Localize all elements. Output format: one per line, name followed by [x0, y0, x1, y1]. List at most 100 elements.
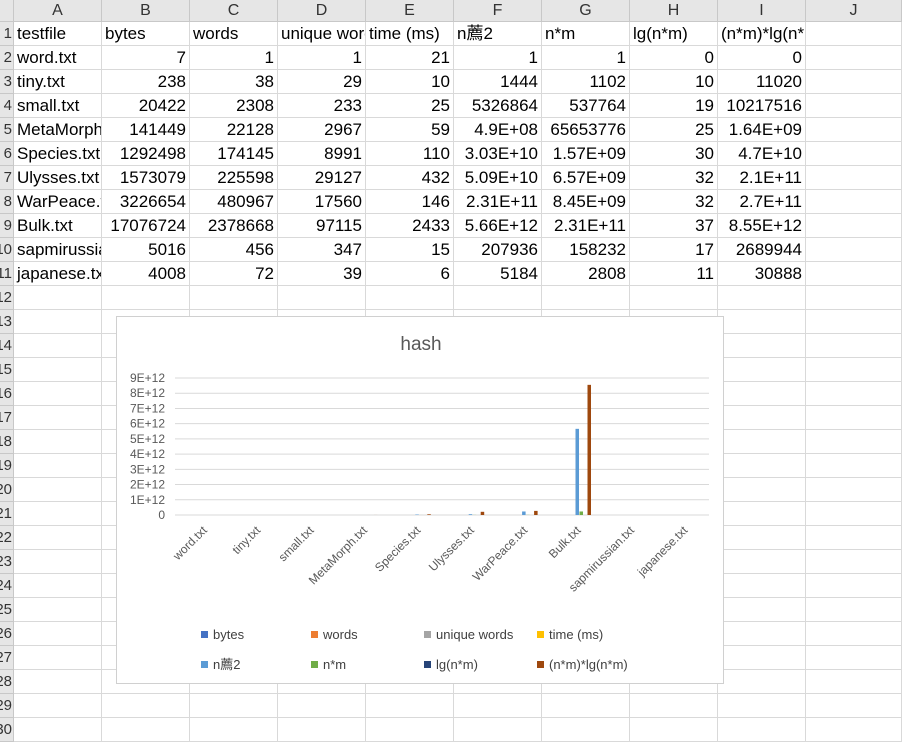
- row-header[interactable]: 25: [0, 598, 14, 622]
- cell[interactable]: [102, 694, 190, 718]
- cell[interactable]: [102, 286, 190, 310]
- row-header[interactable]: 30: [0, 718, 14, 742]
- cell[interactable]: 5184: [454, 262, 542, 286]
- cell[interactable]: 6: [366, 262, 454, 286]
- cell[interactable]: japanese.txt: [14, 262, 102, 286]
- cell[interactable]: 8.45E+09: [542, 190, 630, 214]
- cell[interactable]: [14, 286, 102, 310]
- cell[interactable]: [718, 622, 806, 646]
- cell[interactable]: [14, 574, 102, 598]
- cell[interactable]: 2967: [278, 118, 366, 142]
- cell[interactable]: [806, 622, 902, 646]
- cell[interactable]: 0: [718, 46, 806, 70]
- cell[interactable]: [14, 478, 102, 502]
- column-header-h[interactable]: H: [630, 0, 718, 22]
- column-header-j[interactable]: J: [806, 0, 902, 22]
- column-header-b[interactable]: B: [102, 0, 190, 22]
- cell[interactable]: 141449: [102, 118, 190, 142]
- cell[interactable]: 5.09E+10: [454, 166, 542, 190]
- cell[interactable]: [14, 598, 102, 622]
- cell[interactable]: 29: [278, 70, 366, 94]
- cell[interactable]: 65653776: [542, 118, 630, 142]
- cell[interactable]: testfile: [14, 22, 102, 46]
- cell[interactable]: [806, 238, 902, 262]
- cell[interactable]: 2433: [366, 214, 454, 238]
- cell[interactable]: [806, 142, 902, 166]
- cell[interactable]: [718, 526, 806, 550]
- cell[interactable]: 537764: [542, 94, 630, 118]
- row-header[interactable]: 19: [0, 454, 14, 478]
- cell[interactable]: [630, 286, 718, 310]
- cell[interactable]: [806, 190, 902, 214]
- cell[interactable]: [14, 310, 102, 334]
- column-header-a[interactable]: A: [14, 0, 102, 22]
- cell[interactable]: 39: [278, 262, 366, 286]
- column-header-i[interactable]: I: [718, 0, 806, 22]
- cell[interactable]: 238: [102, 70, 190, 94]
- cell[interactable]: [718, 382, 806, 406]
- legend-item[interactable]: unique words: [424, 627, 513, 643]
- cell[interactable]: WarPeace.txt: [14, 190, 102, 214]
- cell[interactable]: 22128: [190, 118, 278, 142]
- cell[interactable]: 5016: [102, 238, 190, 262]
- cell[interactable]: [718, 334, 806, 358]
- cell[interactable]: [718, 454, 806, 478]
- cell[interactable]: tiny.txt: [14, 70, 102, 94]
- cell[interactable]: word.txt: [14, 46, 102, 70]
- cell[interactable]: [14, 526, 102, 550]
- cell[interactable]: 1: [454, 46, 542, 70]
- cell[interactable]: 3.03E+10: [454, 142, 542, 166]
- cell[interactable]: 1.64E+09: [718, 118, 806, 142]
- cell[interactable]: 480967: [190, 190, 278, 214]
- cell[interactable]: 1.57E+09: [542, 142, 630, 166]
- column-header-e[interactable]: E: [366, 0, 454, 22]
- row-header[interactable]: 6: [0, 142, 14, 166]
- cell[interactable]: 17076724: [102, 214, 190, 238]
- cell[interactable]: [806, 406, 902, 430]
- cell[interactable]: [542, 718, 630, 742]
- cell[interactable]: [718, 718, 806, 742]
- cell[interactable]: 38: [190, 70, 278, 94]
- row-header[interactable]: 26: [0, 622, 14, 646]
- row-header[interactable]: 13: [0, 310, 14, 334]
- column-header-d[interactable]: D: [278, 0, 366, 22]
- cell[interactable]: 17560: [278, 190, 366, 214]
- cell[interactable]: [806, 118, 902, 142]
- cell[interactable]: [718, 550, 806, 574]
- cell[interactable]: [806, 382, 902, 406]
- cell[interactable]: 456: [190, 238, 278, 262]
- row-header[interactable]: 12: [0, 286, 14, 310]
- cell[interactable]: 2.31E+11: [542, 214, 630, 238]
- row-header[interactable]: 24: [0, 574, 14, 598]
- cell[interactable]: 4008: [102, 262, 190, 286]
- cell[interactable]: 7: [102, 46, 190, 70]
- cell[interactable]: 146: [366, 190, 454, 214]
- row-header[interactable]: 7: [0, 166, 14, 190]
- cell[interactable]: 11: [630, 262, 718, 286]
- cell[interactable]: [14, 358, 102, 382]
- cell[interactable]: [718, 286, 806, 310]
- cell[interactable]: 32: [630, 190, 718, 214]
- row-header[interactable]: 1: [0, 22, 14, 46]
- legend-item[interactable]: time (ms): [537, 627, 603, 643]
- cell[interactable]: [542, 694, 630, 718]
- cell[interactable]: 25: [366, 94, 454, 118]
- row-header[interactable]: 3: [0, 70, 14, 94]
- cell[interactable]: 37: [630, 214, 718, 238]
- cell[interactable]: [806, 46, 902, 70]
- cell[interactable]: n*m: [542, 22, 630, 46]
- cell[interactable]: [14, 382, 102, 406]
- cell[interactable]: 6.57E+09: [542, 166, 630, 190]
- cell[interactable]: [806, 550, 902, 574]
- cell[interactable]: MetaMorph.txt: [14, 118, 102, 142]
- row-header[interactable]: 29: [0, 694, 14, 718]
- cell[interactable]: [14, 622, 102, 646]
- cell[interactable]: [718, 358, 806, 382]
- cell[interactable]: 1102: [542, 70, 630, 94]
- cell[interactable]: [14, 670, 102, 694]
- cell[interactable]: [806, 94, 902, 118]
- cell[interactable]: 207936: [454, 238, 542, 262]
- row-header[interactable]: 16: [0, 382, 14, 406]
- legend-item[interactable]: lg(n*m): [424, 657, 478, 673]
